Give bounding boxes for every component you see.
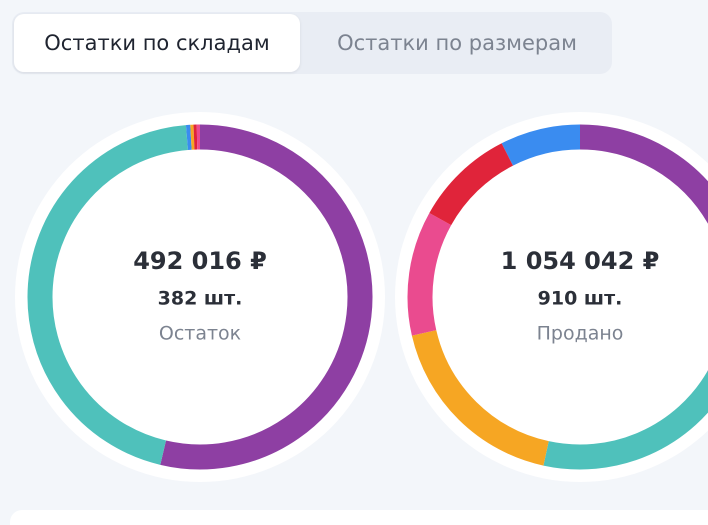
- center-total: 1 054 042 ₽: [501, 247, 660, 275]
- donut-backdrop: [395, 112, 708, 482]
- donut-segment: [407, 212, 452, 336]
- donut-segment: [27, 125, 188, 465]
- center-total: 492 016 ₽: [133, 247, 267, 275]
- donut-segment: [429, 143, 514, 226]
- donut-segment: [579, 124, 708, 372]
- tab-bar: Остатки по складам Остатки по размерам: [12, 12, 612, 74]
- center-label: Остаток: [159, 323, 241, 345]
- center-count: 382 шт.: [158, 288, 243, 310]
- center-label: Продано: [537, 323, 624, 345]
- donut-segment: [411, 329, 549, 466]
- card: [10, 510, 708, 525]
- center-count: 910 шт.: [538, 288, 623, 310]
- donut-segment: [160, 124, 373, 470]
- donut-backdrop: [15, 112, 385, 482]
- tab[interactable]: Остатки по размерам: [337, 31, 577, 55]
- donut-segment: [543, 371, 708, 470]
- tab[interactable]: Остатки по складам: [14, 14, 300, 72]
- donut-segment: [501, 124, 581, 166]
